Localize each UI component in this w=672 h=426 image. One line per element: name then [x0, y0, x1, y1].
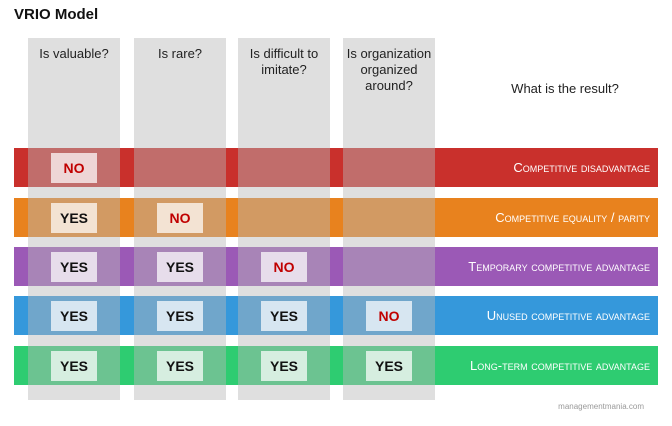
question-column	[238, 38, 330, 400]
answer-cell: NO	[51, 153, 97, 183]
column-header: Is rare?	[157, 46, 203, 61]
answer-cell: YES	[51, 252, 97, 282]
answer-cell: YES	[51, 301, 97, 331]
answer-cell: YES	[157, 351, 203, 381]
answer-cell: NO	[366, 301, 412, 331]
answer-cell: NO	[157, 203, 203, 233]
result-band	[14, 148, 658, 187]
answer-cell: YES	[366, 351, 412, 381]
answer-cell: YES	[157, 252, 203, 282]
answer-cell: YES	[51, 351, 97, 381]
column-header: Is valuable?	[39, 46, 109, 61]
column-header: Is difficult to imitate?	[249, 46, 319, 77]
watermark: managementmania.com	[558, 402, 644, 411]
result-label: Unused competitive advantage	[486, 308, 650, 323]
answer-cell: YES	[261, 301, 307, 331]
result-label: Competitive disadvantage	[513, 160, 650, 175]
result-label: Competitive equality / parity	[495, 210, 650, 225]
answer-cell: YES	[51, 203, 97, 233]
result-band	[14, 198, 658, 237]
title: VRIO Model	[14, 6, 99, 23]
question-column	[343, 38, 435, 400]
result-band	[14, 346, 658, 385]
result-band	[14, 296, 658, 335]
result-label: Long-term competitive advantage	[470, 358, 650, 373]
answer-cell: YES	[157, 301, 203, 331]
answer-cell: YES	[261, 351, 307, 381]
answer-cell: NO	[261, 252, 307, 282]
result-header: What is the result?	[511, 81, 619, 96]
result-band	[14, 247, 658, 286]
column-header: Is organization organized around?	[346, 46, 432, 93]
result-label: Temporary competitive advantage	[468, 259, 650, 274]
